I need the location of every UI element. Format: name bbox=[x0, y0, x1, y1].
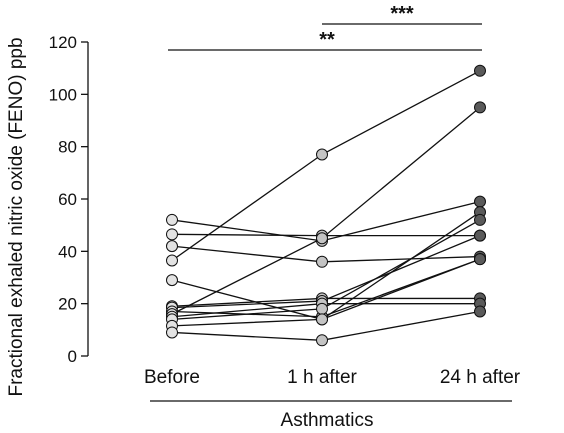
y-tick-label: 60 bbox=[58, 190, 77, 209]
data-point bbox=[316, 255, 328, 268]
group-label: Asthmatics bbox=[281, 410, 374, 431]
subject-points bbox=[166, 64, 486, 347]
data-point bbox=[316, 334, 328, 347]
y-tick-label: 100 bbox=[49, 85, 77, 104]
data-point bbox=[166, 254, 178, 267]
significance-bars: ***** bbox=[168, 3, 482, 51]
x-tick-label: 24 h after bbox=[440, 367, 521, 388]
data-point bbox=[474, 64, 486, 77]
data-point bbox=[474, 101, 486, 114]
data-point bbox=[316, 313, 328, 326]
y-tick-label: 0 bbox=[68, 347, 77, 366]
y-tick-label: 20 bbox=[58, 295, 77, 314]
y-axis: 0 20 40 60 80 100 120 bbox=[49, 33, 89, 366]
data-point bbox=[166, 240, 178, 253]
y-tick-label: 120 bbox=[49, 33, 77, 52]
x-axis-labels: Before 1 h after 24 h after bbox=[144, 367, 521, 388]
significance-label: ** bbox=[319, 29, 335, 51]
data-point bbox=[166, 274, 178, 287]
y-axis-title: Fractional exhaled nitric oxide (FENO) p… bbox=[6, 37, 27, 396]
significance-label: *** bbox=[390, 3, 414, 25]
subject-line bbox=[171, 106, 481, 315]
data-point bbox=[316, 232, 328, 245]
x-tick-label: 1 h after bbox=[287, 367, 357, 388]
data-point bbox=[316, 302, 328, 315]
x-tick-label: Before bbox=[144, 367, 200, 388]
data-point bbox=[316, 148, 328, 161]
data-point bbox=[474, 213, 486, 226]
data-point bbox=[166, 213, 178, 226]
data-point bbox=[474, 253, 486, 266]
data-point bbox=[474, 195, 486, 208]
data-point bbox=[166, 326, 178, 339]
y-tick-label: 80 bbox=[58, 138, 77, 157]
y-tick-label: 40 bbox=[58, 242, 77, 261]
data-point bbox=[166, 228, 178, 241]
data-point bbox=[474, 305, 486, 318]
data-point bbox=[474, 229, 486, 242]
